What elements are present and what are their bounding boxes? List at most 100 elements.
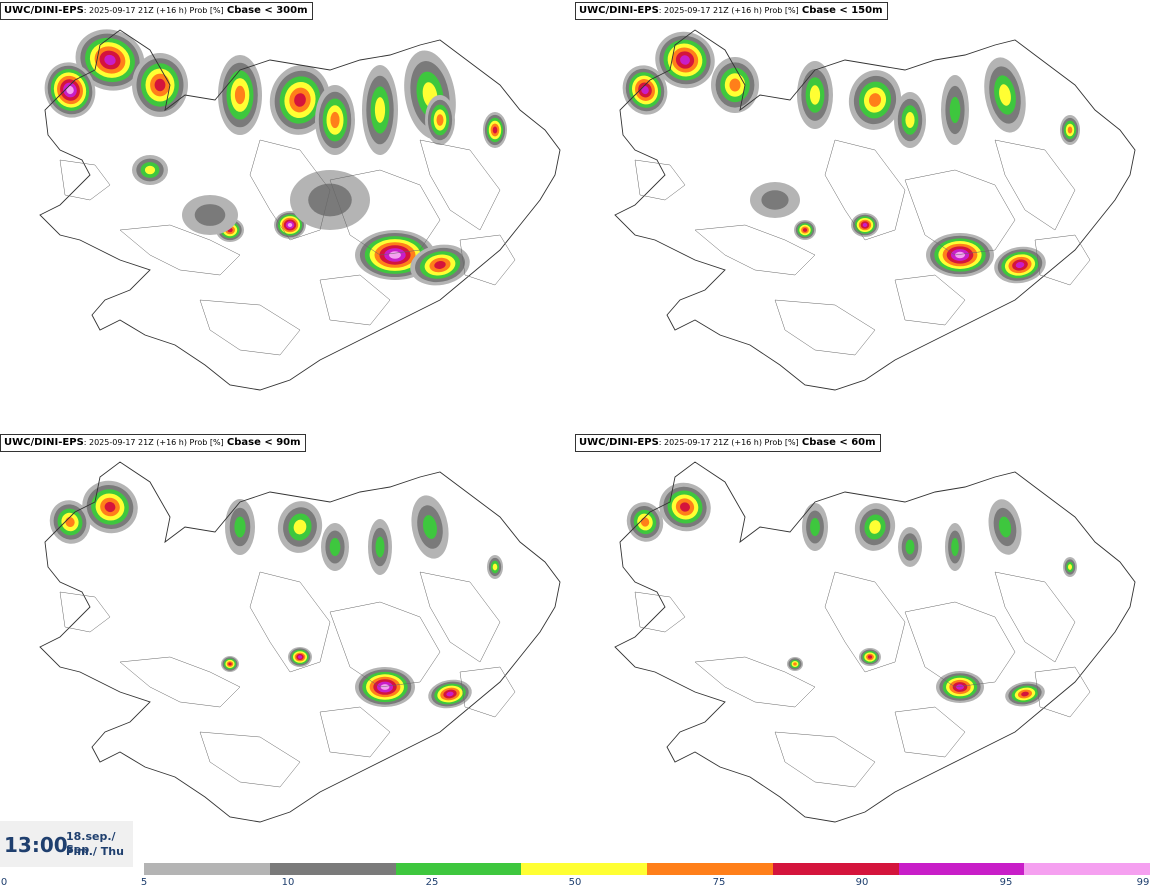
- probability-field: [44, 29, 507, 286]
- probability-contour: [234, 85, 246, 105]
- valid-time: 13:00: [4, 833, 68, 857]
- region-boundary: [824, 139, 906, 241]
- colorbar-segment: [521, 863, 647, 875]
- coastline: [39, 29, 561, 391]
- colorbar-tick-label: 5: [140, 877, 148, 888]
- probability-contour: [949, 96, 961, 124]
- colorbar-tick-label: 0: [0, 877, 8, 888]
- region-boundary: [904, 169, 1016, 256]
- probability-contour: [761, 190, 789, 210]
- region-boundary: [59, 159, 111, 201]
- probability-contour: [492, 126, 498, 134]
- iceland-map-150m: [614, 29, 1136, 391]
- probability-contour: [294, 93, 306, 107]
- probability-contour: [308, 183, 352, 217]
- region-boundary: [419, 571, 501, 663]
- probability-contour: [380, 684, 390, 690]
- probability-contour: [66, 85, 74, 95]
- probability-contour: [228, 662, 232, 666]
- probability-contour: [951, 538, 959, 556]
- region-boundary: [419, 139, 501, 231]
- region-boundary: [119, 656, 241, 708]
- probability-contour: [809, 85, 821, 105]
- region-boundary: [634, 159, 686, 201]
- probability-contour: [680, 55, 690, 65]
- map-panel-90m: UWC/DINI-EPS: 2025-09-17 21Z (+16 h) Pro…: [0, 432, 575, 864]
- colorbar-segment: [269, 863, 396, 875]
- probability-contour: [862, 223, 868, 227]
- coastline: [614, 461, 1136, 823]
- probability-contour: [641, 85, 649, 95]
- probability-contour: [375, 536, 385, 558]
- probability-contour: [998, 516, 1012, 538]
- region-boundary: [824, 571, 906, 673]
- colorbar-tick-label: 75: [712, 877, 726, 888]
- probability-contour: [802, 228, 808, 232]
- probability-contour: [492, 563, 498, 571]
- colorbar-tick-label: 90: [855, 877, 869, 888]
- probability-contour: [956, 684, 964, 690]
- probability-contour: [298, 655, 302, 659]
- colorbar: [144, 863, 1150, 875]
- probability-contour: [104, 501, 116, 513]
- iceland-map-60m: [614, 461, 1136, 823]
- probability-contour: [144, 165, 156, 175]
- coastline: [614, 29, 1136, 391]
- panel-title: UWC/DINI-EPS: 2025-09-17 21Z (+16 h) Pro…: [0, 2, 313, 20]
- probability-contour: [905, 112, 915, 128]
- probability-contour: [422, 515, 438, 539]
- iceland-map-90m: [39, 461, 561, 823]
- region-boundary: [319, 274, 391, 326]
- map-panel-300m: UWC/DINI-EPS: 2025-09-17 21Z (+16 h) Pro…: [0, 0, 575, 432]
- probability-contour: [869, 520, 881, 534]
- probability-contour: [1015, 261, 1025, 269]
- probability-contour: [374, 97, 386, 123]
- probability-contour: [434, 261, 446, 269]
- region-boundary: [904, 601, 1016, 688]
- probability-contour: [287, 223, 293, 227]
- region-boundary: [894, 274, 966, 326]
- probability-contour: [389, 251, 401, 259]
- probability-contour: [810, 518, 820, 536]
- region-boundary: [59, 591, 111, 633]
- colorbar-segment: [1024, 863, 1150, 875]
- probability-contour: [680, 502, 690, 512]
- colorbar-tick-label: 10: [281, 877, 295, 888]
- probability-contour: [446, 691, 454, 697]
- probability-field: [622, 31, 1080, 284]
- valid-time-box: 13:00 18.sep./ Sep Fim./ Thu: [0, 821, 133, 867]
- region-boundary: [694, 656, 816, 708]
- probability-contour: [955, 251, 965, 259]
- probability-contour: [436, 114, 444, 126]
- probability-contour: [154, 78, 166, 92]
- region-boundary: [119, 224, 241, 276]
- colorbar-segment: [898, 863, 1025, 875]
- probability-contour: [104, 54, 116, 66]
- region-boundary: [459, 666, 516, 718]
- region-boundary: [319, 706, 391, 758]
- colorbar-segment: [144, 863, 270, 875]
- probability-field: [626, 482, 1077, 707]
- probability-contour: [793, 662, 797, 666]
- region-boundary: [199, 731, 301, 788]
- region-boundary: [994, 139, 1076, 231]
- colorbar-segment: [772, 863, 899, 875]
- probability-contour: [1067, 126, 1073, 134]
- region-boundary: [1034, 666, 1091, 718]
- region-boundary: [1034, 234, 1091, 286]
- colorbar-tick-label: 95: [999, 877, 1013, 888]
- region-boundary: [459, 234, 516, 286]
- map-panel-150m: UWC/DINI-EPS: 2025-09-17 21Z (+16 h) Pro…: [575, 0, 1150, 432]
- colorbar-tick-label: 50: [568, 877, 582, 888]
- map-panel-60m: UWC/DINI-EPS: 2025-09-17 21Z (+16 h) Pro…: [575, 432, 1150, 864]
- panel-title: UWC/DINI-EPS: 2025-09-17 21Z (+16 h) Pro…: [575, 2, 888, 20]
- probability-contour: [234, 516, 246, 538]
- region-boundary: [199, 299, 301, 356]
- colorbar-segment: [647, 863, 773, 875]
- region-boundary: [634, 591, 686, 633]
- region-boundary: [249, 571, 331, 673]
- region-boundary: [774, 299, 876, 356]
- probability-contour: [1021, 691, 1029, 697]
- region-boundary: [329, 601, 441, 688]
- region-boundary: [994, 571, 1076, 663]
